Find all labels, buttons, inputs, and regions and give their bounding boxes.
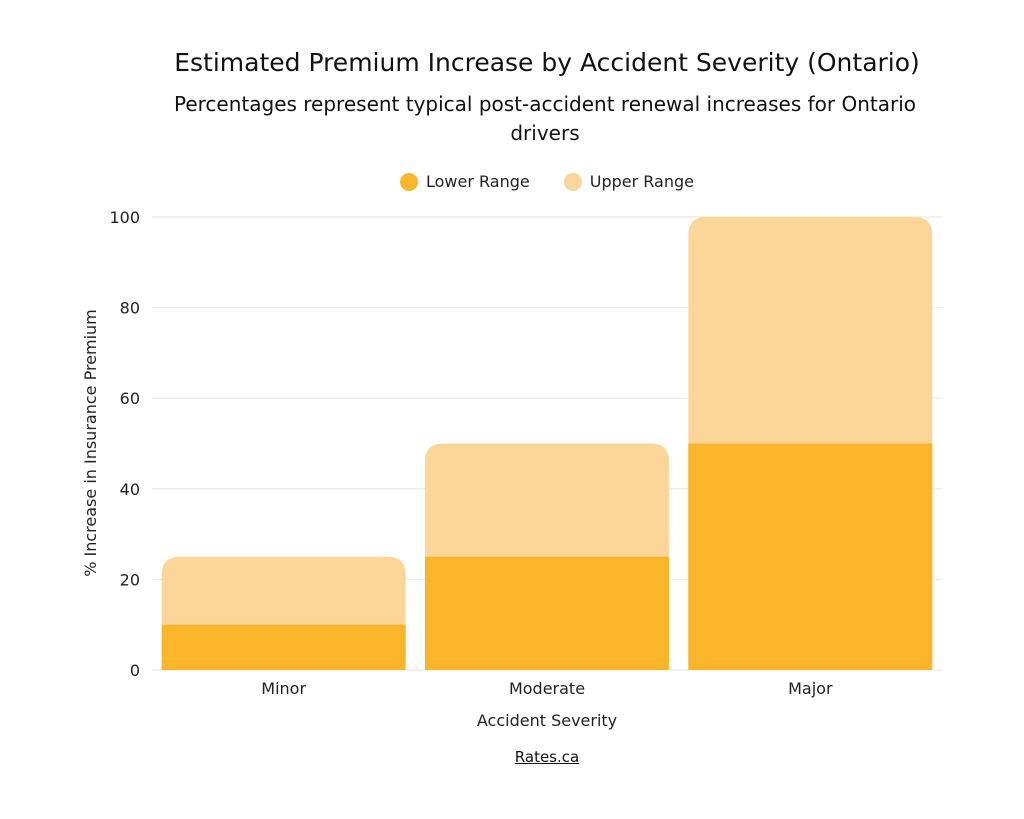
legend-swatch-upper [563,172,582,191]
x-tick-label: Moderate [509,679,585,698]
x-axis-label: Accident Severity [477,711,617,730]
legend: Lower Range Upper Range [0,172,1024,191]
y-tick-label: 60 [120,389,140,408]
y-tick-label: 100 [109,208,140,227]
bar-lower-moderate[interactable] [425,556,669,670]
chart-subtitle: Percentages represent typical post-accid… [173,92,916,145]
bar-lower-major[interactable] [688,443,933,671]
bar-lower-minor[interactable] [161,624,406,670]
y-tick-label: 0 [130,661,140,680]
y-tick-label: 40 [120,480,140,499]
legend-item-upper[interactable]: Upper Range [563,172,694,191]
legend-label-lower: Lower Range [426,172,530,191]
source-link[interactable]: Rates.ca [514,748,580,766]
legend-label-upper: Upper Range [589,172,694,191]
legend-swatch-lower [400,172,418,191]
legend-item-lower[interactable]: Lower Range [400,172,530,191]
y-tick-label: 80 [120,299,140,318]
y-axis-label: % Increase in Insurance Premium [81,309,100,577]
x-tick-label: Major [788,679,833,698]
y-tick-label: 20 [120,570,140,589]
x-tick-label: Minor [261,679,306,698]
chart-title: Estimated Premium Increase by Accident S… [174,48,920,77]
